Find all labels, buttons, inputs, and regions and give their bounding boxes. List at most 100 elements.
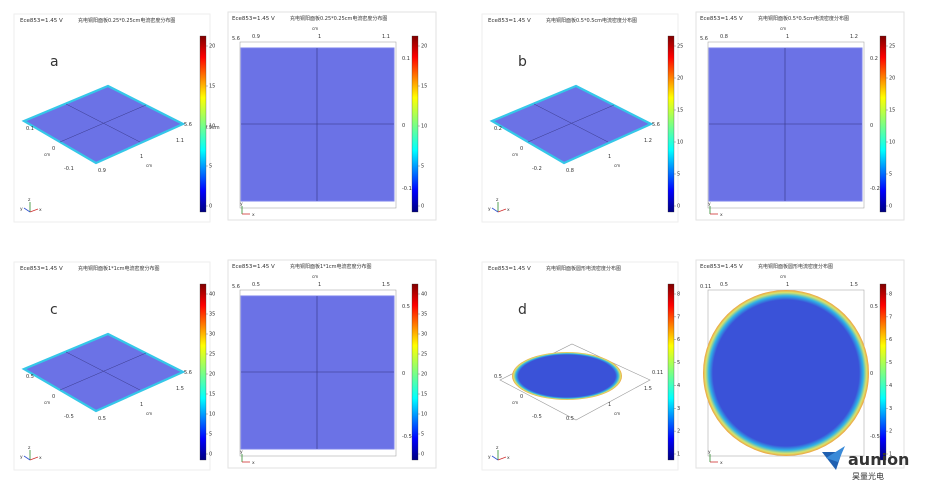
top-left-tick: 5.6 xyxy=(700,36,708,42)
colorbar-tick-label: 15 xyxy=(889,108,895,114)
colorbar-tick-label: 0 xyxy=(209,204,212,210)
iso-surface xyxy=(489,84,654,165)
iso-tick-label: 1 xyxy=(608,154,611,160)
side-tick-label: 0.2 xyxy=(870,56,878,62)
axis-triad-icon: z x y xyxy=(488,446,510,461)
panel-letter: a xyxy=(50,54,59,70)
iso-tick-label: 0.5 xyxy=(26,374,34,380)
iso-gridline xyxy=(59,104,147,143)
colorbar: 25 20 15 10 5 0 xyxy=(879,35,895,213)
iso-view: Ece853=1.45 V 充电铜阳面板0.5*0.5cm电流密度分布图 b 0.2 0… xyxy=(481,13,683,223)
colorbar-tick-label: 25 xyxy=(677,44,683,50)
panel-c: Ece853=1.45 V 充电铜阳面板1*1cm电流密度分布图 c 0.5 0 -0.5… xyxy=(13,259,437,471)
iso-tick-label: 0 xyxy=(52,146,55,152)
colorbar-gradient xyxy=(411,283,419,461)
iso-tick-label: 1 xyxy=(140,154,143,160)
iso-title: 充电铜阳面板圆形电流密度分布图 xyxy=(546,265,621,272)
colorbar-tick-label: 3 xyxy=(889,406,892,412)
colorbar-tick-label: 5 xyxy=(677,360,680,366)
colorbar-tick-label: 8 xyxy=(889,292,892,298)
iso-tick-label: 0.1 xyxy=(26,126,34,132)
triad-x-label: x xyxy=(252,213,255,218)
colorbar-tick-label: 25 xyxy=(889,44,895,50)
top-tick-label: 0.5 xyxy=(720,282,728,288)
top-header: Ece853=1.45 V xyxy=(232,16,275,22)
top-title: 充电铜阳面板圆形电流密度分布图 xyxy=(758,263,833,270)
triad-y-label: y xyxy=(240,450,243,455)
top-plot-box xyxy=(239,41,397,209)
top-left-tick: 0.11 xyxy=(700,284,711,290)
iso-surface xyxy=(21,332,186,413)
colorbar-tick-label: 25 xyxy=(421,352,427,358)
colorbar-tick-label: 5 xyxy=(421,164,424,170)
top-tick-label: 1.5 xyxy=(382,282,390,288)
top-unit-label: cm xyxy=(780,26,786,31)
colorbar-gradient xyxy=(879,35,887,213)
top-tick-label: 0.8 xyxy=(720,34,728,40)
colorbar-tick-label: 10 xyxy=(421,412,427,418)
triad-x-label: x xyxy=(39,456,42,461)
colorbar-tick-label: 40 xyxy=(421,292,427,298)
triad-y-axis xyxy=(23,207,31,213)
colorbar-gradient xyxy=(411,35,419,213)
iso-title: 充电铜阳面板1*1cm电流密度分布图 xyxy=(78,265,159,272)
panel-a: Ece853=1.45 V 充电铜阳面板0.25*0.25cm电流密度分布图 a 0.… xyxy=(13,11,437,223)
iso-tick-label: 1 xyxy=(140,402,143,408)
colorbar-gradient xyxy=(879,283,887,461)
colorbar-tick-label: 10 xyxy=(209,412,215,418)
colorbar-tick-label: 0 xyxy=(421,204,424,210)
colorbar-tick-label: 5 xyxy=(421,432,424,438)
side-tick-label: -0.1 xyxy=(402,186,412,192)
top-tick-label: 1 xyxy=(318,34,321,40)
axis-triad-icon: yx xyxy=(708,202,723,218)
colorbar-tick-label: 7 xyxy=(889,314,892,320)
colorbar-tick-label: 10 xyxy=(209,124,215,130)
iso-header: Ece853=1.45 V xyxy=(20,266,63,272)
colorbar: 8 7 6 5 4 3 2 1 xyxy=(879,283,892,461)
colorbar-tick-label: 20 xyxy=(889,76,895,82)
top-tick-label: 1.2 xyxy=(850,34,858,40)
colorbar-tick-label: 1 xyxy=(677,452,680,458)
colorbar-tick-label: 30 xyxy=(209,332,215,338)
colorbar-tick-label: 5 xyxy=(209,432,212,438)
colorbar-tick-label: 6 xyxy=(889,337,892,343)
logo-text: aunion xyxy=(848,450,909,469)
iso-tick-label: 0.5 xyxy=(494,374,502,380)
brand-logo: aunion 昊量光电 xyxy=(822,446,909,481)
triad-x-label: x xyxy=(252,461,255,466)
iso-surface xyxy=(21,84,186,165)
colorbar-tick-label: 5 xyxy=(889,360,892,366)
triad-x-label: x xyxy=(507,208,510,213)
iso-gridline xyxy=(527,104,615,143)
colorbar-gradient xyxy=(199,35,207,213)
colorbar-tick-label: 3 xyxy=(677,406,680,412)
triad-x-label: x xyxy=(720,461,723,466)
side-tick-label: 0 xyxy=(870,123,873,129)
triad-z-label: z xyxy=(28,198,31,203)
iso-header: Ece853=1.45 V xyxy=(488,266,531,272)
side-tick-label: -0.5 xyxy=(402,434,412,440)
axis-triad-icon: z x y xyxy=(488,198,510,213)
colorbar-tick-label: 8 xyxy=(677,292,680,298)
top-header: Ece853=1.45 V xyxy=(232,264,275,270)
colorbar-tick-label: 4 xyxy=(677,383,680,389)
axis-triad-icon: yx xyxy=(240,450,255,466)
axis-triad-icon: yx xyxy=(240,202,255,218)
colorbar-tick-label: 4 xyxy=(889,383,892,389)
panel-letter: b xyxy=(518,54,527,70)
triad-y-label: y xyxy=(240,202,243,207)
iso-unit-label: cm xyxy=(146,411,152,416)
top-header: Ece853=1.45 V xyxy=(700,264,743,270)
top-view: Ece853=1.45 V 充电铜阳面板0.25*0.25cm电流密度分布图 5.6… xyxy=(227,11,437,221)
colorbar-gradient xyxy=(199,283,207,461)
colorbar-gradient xyxy=(667,283,675,461)
colorbar-tick-label: 10 xyxy=(677,140,683,146)
iso-view: Ece853=1.45 V 充电铜阳面板圆形电流密度分布图 d 0.5 0 -0.5 0.5… xyxy=(481,261,680,471)
colorbar-tick-label: 15 xyxy=(209,392,215,398)
triad-y-axis xyxy=(491,455,499,461)
iso-tick-label: 1.5 xyxy=(644,386,652,392)
colorbar: 8 7 6 5 4 3 2 1 xyxy=(667,283,680,461)
colorbar-tick-label: 20 xyxy=(209,372,215,378)
colorbar-tick-label: 15 xyxy=(209,84,215,90)
